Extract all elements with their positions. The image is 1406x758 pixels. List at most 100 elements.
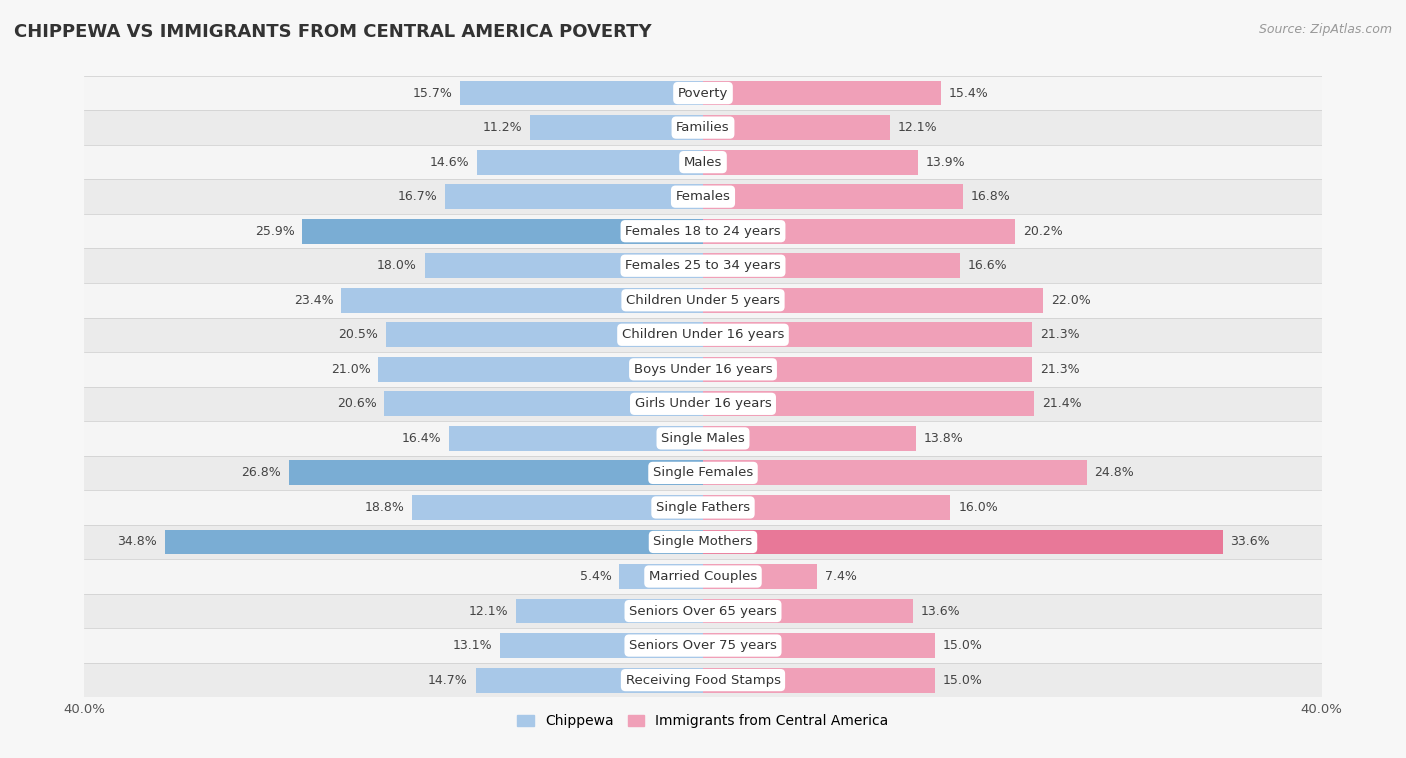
Bar (84, 559, 1322, 594)
Bar (703, 288, 1043, 313)
Text: 24.8%: 24.8% (1094, 466, 1135, 479)
Text: 14.6%: 14.6% (430, 155, 470, 168)
Text: Families: Families (676, 121, 730, 134)
Text: 21.0%: 21.0% (330, 363, 371, 376)
Text: 23.4%: 23.4% (294, 294, 333, 307)
Text: 15.0%: 15.0% (942, 639, 983, 652)
Text: 5.4%: 5.4% (579, 570, 612, 583)
Text: 33.6%: 33.6% (1230, 535, 1270, 549)
Bar (84, 318, 1322, 352)
Text: Females 25 to 34 years: Females 25 to 34 years (626, 259, 780, 272)
Text: Married Couples: Married Couples (650, 570, 756, 583)
Text: 11.2%: 11.2% (482, 121, 522, 134)
Text: 13.8%: 13.8% (924, 432, 965, 445)
Text: Girls Under 16 years: Girls Under 16 years (634, 397, 772, 410)
Bar (84, 352, 1322, 387)
Text: CHIPPEWA VS IMMIGRANTS FROM CENTRAL AMERICA POVERTY: CHIPPEWA VS IMMIGRANTS FROM CENTRAL AMER… (14, 23, 652, 41)
Text: 16.0%: 16.0% (959, 501, 998, 514)
Bar (501, 633, 703, 658)
Text: Children Under 5 years: Children Under 5 years (626, 294, 780, 307)
Text: 13.6%: 13.6% (921, 605, 960, 618)
Bar (84, 525, 1322, 559)
Bar (412, 495, 703, 520)
Text: 12.1%: 12.1% (898, 121, 938, 134)
Text: 15.0%: 15.0% (942, 674, 983, 687)
Bar (703, 357, 1032, 382)
Bar (703, 668, 935, 693)
Text: 20.6%: 20.6% (337, 397, 377, 410)
Bar (516, 599, 703, 624)
Text: Seniors Over 65 years: Seniors Over 65 years (628, 605, 778, 618)
Bar (703, 149, 918, 174)
Text: 18.8%: 18.8% (364, 501, 405, 514)
Text: Children Under 16 years: Children Under 16 years (621, 328, 785, 341)
Bar (703, 495, 950, 520)
Bar (342, 288, 703, 313)
Text: 26.8%: 26.8% (240, 466, 281, 479)
Bar (703, 599, 914, 624)
Bar (84, 214, 1322, 249)
Bar (703, 115, 890, 140)
Text: 7.4%: 7.4% (825, 570, 858, 583)
Bar (384, 391, 703, 416)
Bar (378, 357, 703, 382)
Bar (703, 391, 1033, 416)
Legend: Chippewa, Immigrants from Central America: Chippewa, Immigrants from Central Americ… (512, 709, 894, 734)
Bar (84, 628, 1322, 662)
Text: 18.0%: 18.0% (377, 259, 416, 272)
Bar (620, 564, 703, 589)
Text: 14.7%: 14.7% (429, 674, 468, 687)
Bar (84, 111, 1322, 145)
Bar (84, 594, 1322, 628)
Bar (288, 460, 703, 485)
Text: 21.3%: 21.3% (1040, 328, 1080, 341)
Bar (385, 322, 703, 347)
Bar (84, 387, 1322, 421)
Bar (84, 456, 1322, 490)
Text: 34.8%: 34.8% (117, 535, 157, 549)
Bar (703, 564, 817, 589)
Bar (703, 253, 960, 278)
Text: 16.4%: 16.4% (402, 432, 441, 445)
Text: 22.0%: 22.0% (1052, 294, 1091, 307)
Bar (477, 149, 703, 174)
Bar (703, 530, 1223, 554)
Text: 15.4%: 15.4% (949, 86, 988, 99)
Bar (84, 180, 1322, 214)
Bar (84, 283, 1322, 318)
Text: Single Males: Single Males (661, 432, 745, 445)
Bar (84, 76, 1322, 111)
Bar (703, 426, 917, 451)
Text: 12.1%: 12.1% (468, 605, 508, 618)
Bar (703, 322, 1032, 347)
Bar (530, 115, 703, 140)
Text: Source: ZipAtlas.com: Source: ZipAtlas.com (1258, 23, 1392, 36)
Text: Poverty: Poverty (678, 86, 728, 99)
Bar (703, 184, 963, 209)
Bar (84, 662, 1322, 697)
Bar (84, 145, 1322, 180)
Text: Single Fathers: Single Fathers (657, 501, 749, 514)
Bar (703, 219, 1015, 243)
Text: 16.6%: 16.6% (967, 259, 1007, 272)
Bar (165, 530, 703, 554)
Text: 21.3%: 21.3% (1040, 363, 1080, 376)
Bar (703, 80, 941, 105)
Bar (703, 460, 1087, 485)
Bar (425, 253, 703, 278)
Text: Boys Under 16 years: Boys Under 16 years (634, 363, 772, 376)
Text: Males: Males (683, 155, 723, 168)
Text: 13.1%: 13.1% (453, 639, 492, 652)
Text: Females: Females (675, 190, 731, 203)
Text: Single Females: Single Females (652, 466, 754, 479)
Text: 25.9%: 25.9% (254, 224, 295, 238)
Text: Single Mothers: Single Mothers (654, 535, 752, 549)
Bar (475, 668, 703, 693)
Text: 15.7%: 15.7% (412, 86, 453, 99)
Bar (84, 421, 1322, 456)
Text: 13.9%: 13.9% (925, 155, 966, 168)
Bar (703, 633, 935, 658)
Text: Seniors Over 75 years: Seniors Over 75 years (628, 639, 778, 652)
Text: Receiving Food Stamps: Receiving Food Stamps (626, 674, 780, 687)
Bar (84, 490, 1322, 525)
